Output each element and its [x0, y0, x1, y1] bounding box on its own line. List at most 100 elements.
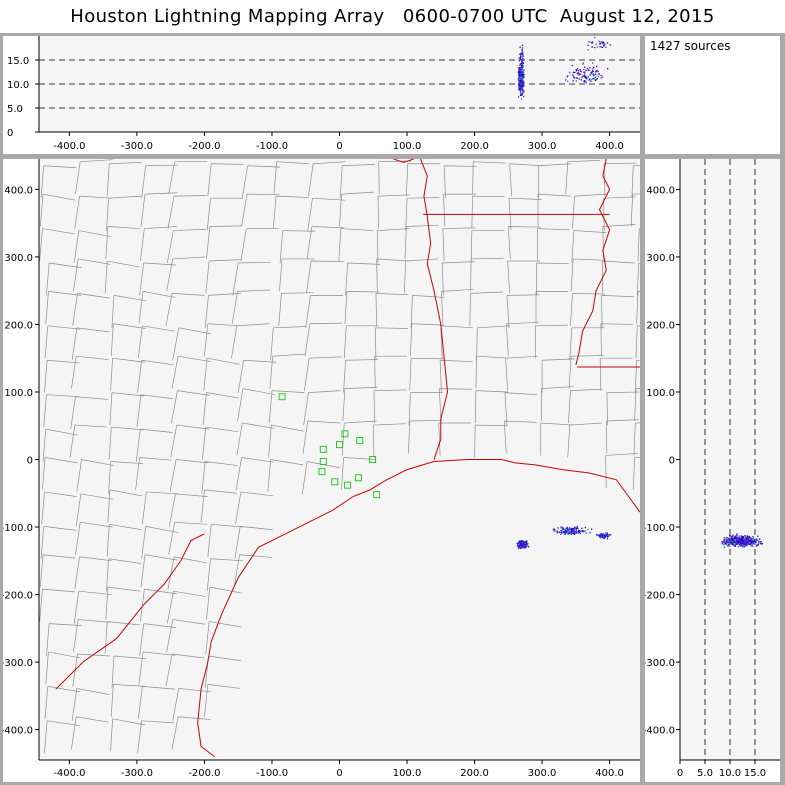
- lightning-source: [606, 535, 608, 537]
- county-line: [73, 258, 111, 292]
- lightning-source: [570, 528, 572, 531]
- lightning-source: [565, 531, 567, 533]
- lightning-source: [575, 531, 577, 533]
- county-line: [137, 720, 175, 754]
- county-line: [45, 651, 81, 685]
- county-line: [474, 424, 508, 458]
- county-line: [74, 556, 112, 590]
- county-line: [75, 493, 114, 527]
- county-line: [40, 165, 77, 199]
- county-line: [137, 686, 175, 719]
- lightning-source: [557, 527, 559, 529]
- lightning-source: [523, 543, 525, 546]
- county-line: [69, 424, 108, 458]
- lightning-source: [564, 532, 566, 534]
- lightning-source: [520, 54, 522, 56]
- y-tick-label: 10.0: [7, 80, 29, 91]
- county-line: [541, 358, 575, 393]
- lightning-source: [738, 538, 740, 540]
- lightning-source: [741, 545, 743, 547]
- lightning-source: [561, 527, 563, 529]
- county-line: [476, 325, 510, 361]
- lightning-source: [519, 81, 521, 84]
- lightning-source: [518, 77, 520, 80]
- lightning-source: [753, 538, 755, 540]
- county-line: [45, 291, 81, 324]
- lightning-source: [582, 63, 584, 65]
- lightning-source: [740, 538, 742, 541]
- lightning-source: [518, 80, 521, 83]
- lightning-source: [521, 63, 523, 66]
- lightning-source: [748, 537, 750, 540]
- lightning-source: [756, 538, 758, 540]
- lightning-source: [586, 78, 588, 80]
- county-line: [170, 424, 210, 458]
- lightning-source: [573, 526, 576, 528]
- county-line: [40, 554, 76, 588]
- lightning-source: [586, 67, 589, 70]
- x-tick-label: 300.0: [528, 141, 557, 152]
- lightning-source: [569, 528, 571, 531]
- lightning-source: [584, 526, 587, 529]
- lightning-source: [521, 70, 524, 72]
- lightning-source: [522, 75, 524, 77]
- lightning-source: [594, 79, 597, 82]
- lightning-source: [519, 544, 522, 546]
- lightning-source: [747, 542, 749, 545]
- lightning-source: [519, 543, 521, 545]
- lightning-source: [603, 44, 606, 46]
- lightning-source: [521, 51, 524, 53]
- county-line: [270, 326, 306, 361]
- lightning-source: [590, 41, 592, 44]
- lightning-sources-ew: [517, 36, 611, 100]
- lightning-source: [519, 77, 521, 80]
- county-line: [438, 422, 472, 456]
- lightning-source: [732, 537, 734, 539]
- lightning-source: [584, 530, 586, 532]
- lightning-source: [745, 535, 747, 538]
- county-line: [168, 521, 208, 555]
- lightning-source: [567, 530, 569, 532]
- county-line: [339, 164, 375, 199]
- lightning-source: [591, 71, 593, 73]
- county-line: [75, 521, 113, 555]
- lightning-source: [761, 542, 763, 545]
- county-line: [504, 392, 538, 426]
- lightning-source: [522, 74, 524, 76]
- lightning-source: [592, 62, 594, 64]
- station-marker: [344, 481, 352, 489]
- lightning-source: [523, 76, 525, 78]
- county-line: [471, 195, 505, 229]
- lightning-source: [737, 543, 739, 545]
- lightning-source: [741, 542, 743, 544]
- lightning-source: [592, 78, 594, 80]
- county-line: [111, 655, 147, 689]
- lightning-source: [751, 540, 753, 542]
- lightning-source: [521, 94, 523, 97]
- lightning-source: [573, 532, 575, 535]
- county-line: [343, 325, 379, 359]
- lightning-source: [520, 69, 523, 72]
- lightning-source: [596, 46, 599, 48]
- county-line: [606, 391, 640, 426]
- lightning-source: [521, 53, 524, 55]
- lightning-source: [589, 532, 591, 534]
- title-bar: Houston Lightning Mapping Array 0600-070…: [0, 0, 785, 33]
- lightning-source: [729, 538, 731, 540]
- lightning-source: [527, 545, 529, 547]
- lightning-source: [521, 544, 523, 546]
- lightning-source: [569, 531, 571, 533]
- lightning-source: [518, 88, 521, 91]
- lightning-source: [598, 43, 601, 45]
- lightning-source: [521, 84, 524, 86]
- lightning-source: [568, 528, 570, 530]
- lightning-source: [755, 539, 757, 541]
- lightning-source: [524, 542, 526, 545]
- lightning-source: [578, 531, 581, 534]
- lightning-source: [553, 528, 555, 530]
- lightning-source: [569, 527, 571, 529]
- y-tick-label: -200.0: [645, 591, 675, 602]
- lightning-source: [746, 539, 748, 541]
- county-line: [135, 428, 173, 462]
- lightning-source: [522, 86, 524, 88]
